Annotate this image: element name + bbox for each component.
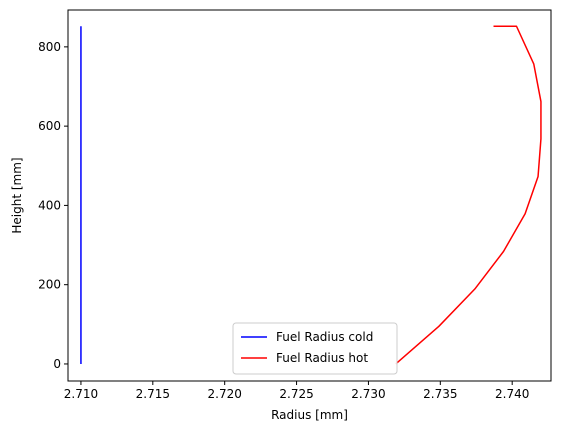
- y-axis-ticks: 0 200 400 600 800: [38, 40, 68, 371]
- x-tick-label: 2.710: [64, 387, 98, 401]
- x-tick-label: 2.725: [279, 387, 313, 401]
- legend-box: [232, 322, 398, 375]
- x-tick-label: 2.735: [423, 387, 457, 401]
- y-tick-label: 800: [38, 40, 61, 54]
- y-tick-label: 400: [38, 198, 61, 212]
- legend: Fuel Radius cold Fuel Radius hot: [232, 322, 398, 375]
- legend-label: Fuel Radius hot: [276, 351, 368, 365]
- x-axis-label: Radius [mm]: [271, 408, 348, 422]
- series-lines: [80, 25, 542, 365]
- x-tick-label: 2.730: [351, 387, 385, 401]
- y-tick-label: 600: [38, 119, 61, 133]
- x-tick-label: 2.740: [495, 387, 529, 401]
- x-tick-label: 2.720: [208, 387, 242, 401]
- y-tick-label: 0: [53, 357, 61, 371]
- x-tick-label: 2.715: [136, 387, 170, 401]
- y-axis-label: Height [mm]: [10, 157, 24, 233]
- x-axis-ticks: 2.710 2.715 2.720 2.725 2.730 2.735 2.740: [64, 381, 529, 401]
- axes-frame: [67, 9, 552, 382]
- legend-label: Fuel Radius cold: [276, 330, 373, 344]
- y-tick-label: 200: [38, 278, 61, 292]
- series-line-fuel-radius-hot: [395, 25, 542, 365]
